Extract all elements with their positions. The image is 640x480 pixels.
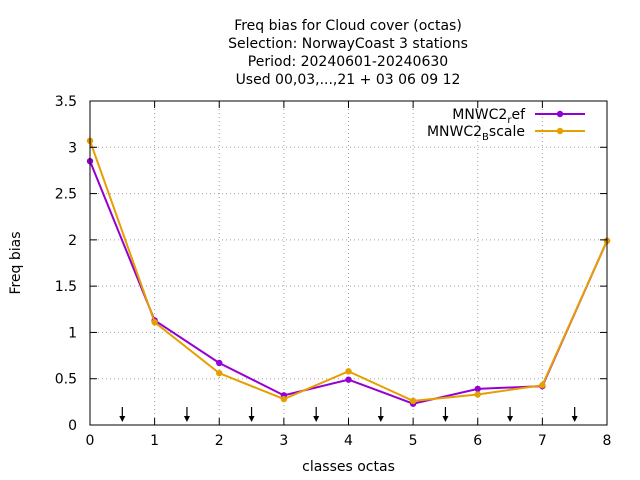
y-tick-label: 3 bbox=[68, 140, 77, 156]
grid bbox=[90, 101, 607, 425]
legend-item: MNWC2Bscale bbox=[427, 124, 585, 143]
x-tick-label: 6 bbox=[473, 433, 482, 449]
data-point bbox=[280, 395, 288, 403]
x-tick-label: 2 bbox=[215, 433, 224, 449]
arrow-marker bbox=[571, 407, 578, 422]
legend-label: MNWC2Bscale bbox=[427, 124, 525, 143]
y-axis-label: Freq bias bbox=[8, 231, 24, 294]
arrow-marker bbox=[313, 407, 320, 422]
chart-title: Freq bias for Cloud cover (octas) Selecti… bbox=[228, 18, 468, 88]
arrow-marker bbox=[119, 407, 126, 422]
arrow-marker bbox=[507, 407, 514, 422]
arrow-marker bbox=[377, 407, 384, 422]
x-tick-label: 0 bbox=[86, 433, 95, 449]
data-point bbox=[474, 385, 481, 393]
y-tick-label: 0.5 bbox=[55, 372, 77, 388]
title-line: Selection: NorwayCoast 3 stations bbox=[228, 36, 468, 52]
title-line: Used 00,03,...,21 + 03 06 09 12 bbox=[236, 72, 461, 88]
x-tick-label: 3 bbox=[279, 433, 288, 449]
arrow-marker bbox=[183, 407, 190, 422]
series-layer bbox=[86, 137, 611, 407]
legend-label: MNWC2ref bbox=[452, 107, 526, 126]
y-tick-label: 2.5 bbox=[55, 187, 77, 203]
x-tick-label: 4 bbox=[344, 433, 353, 449]
y-tick-label: 1.5 bbox=[55, 279, 77, 295]
data-point bbox=[216, 369, 223, 377]
data-point bbox=[216, 359, 223, 367]
x-tick-label: 1 bbox=[150, 433, 159, 449]
legend-item: MNWC2ref bbox=[452, 107, 585, 126]
data-point bbox=[474, 391, 481, 398]
y-tick-label: 0 bbox=[68, 418, 77, 434]
data-point bbox=[345, 368, 352, 375]
data-point bbox=[345, 376, 352, 383]
x-tick-label: 8 bbox=[603, 433, 612, 449]
x-tick-label: 5 bbox=[409, 433, 418, 449]
arrow-marker bbox=[248, 407, 255, 422]
axis-ticks: 0 1 2 3 4 5 6 7 8 0 0.5 1 1.5 2 2.5 3 3.5 bbox=[55, 94, 612, 449]
data-point bbox=[409, 397, 417, 405]
x-tick-label: 7 bbox=[538, 433, 547, 449]
legend-swatch-point bbox=[556, 127, 564, 135]
y-tick-label: 2 bbox=[68, 233, 77, 249]
y-tick-label: 3.5 bbox=[55, 94, 77, 110]
y-tick-label: 1 bbox=[68, 325, 77, 341]
title-line: Freq bias for Cloud cover (octas) bbox=[234, 18, 462, 34]
x-axis-label: classes octas bbox=[302, 459, 395, 475]
arrow-marker bbox=[442, 407, 449, 422]
data-point bbox=[151, 319, 158, 326]
legend-swatch-point bbox=[556, 110, 564, 118]
arrow-markers bbox=[119, 407, 578, 422]
title-line: Period: 20240601-20240630 bbox=[248, 54, 448, 70]
data-point bbox=[539, 381, 546, 389]
series-1 bbox=[86, 137, 611, 405]
